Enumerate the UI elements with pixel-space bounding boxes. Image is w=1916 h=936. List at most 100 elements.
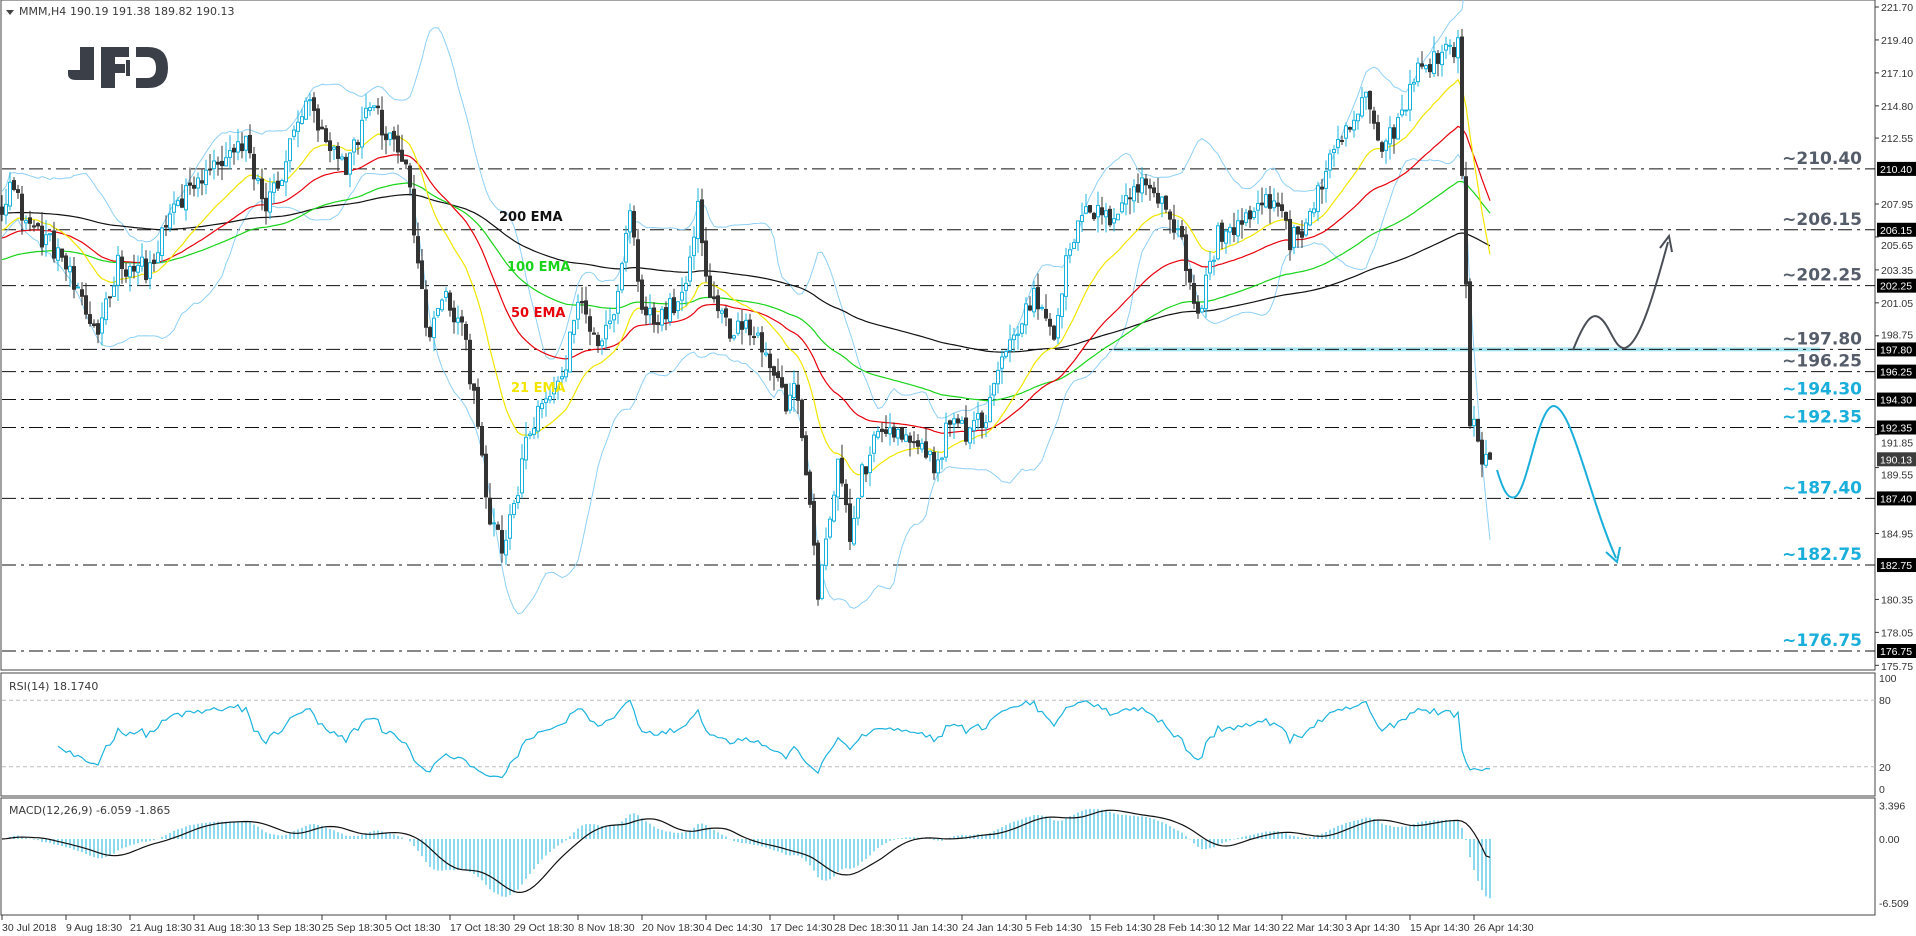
candle-down xyxy=(1296,226,1300,235)
time-tick-label: 5 Oct 18:30 xyxy=(386,922,440,934)
candle-up xyxy=(904,434,908,442)
candle-up xyxy=(352,139,356,153)
candle-down xyxy=(880,428,884,432)
candle-up xyxy=(1352,119,1356,131)
candle-down xyxy=(1220,222,1224,242)
candle-down xyxy=(1044,308,1048,319)
candle-down xyxy=(72,266,76,290)
candle-down xyxy=(716,295,720,312)
level-tag-text: 210.40 xyxy=(1880,164,1912,176)
candle-up xyxy=(824,538,828,566)
candle-down xyxy=(1372,110,1376,124)
candle-up xyxy=(828,518,832,538)
candle-up xyxy=(1360,97,1364,117)
candle-up xyxy=(388,132,392,140)
candle-up xyxy=(1256,202,1260,211)
candle-up xyxy=(832,494,836,522)
candle-up xyxy=(1292,226,1296,248)
level-tag xyxy=(1877,342,1916,357)
candle-down xyxy=(1488,452,1492,460)
candle-up xyxy=(1208,260,1212,274)
candle-up xyxy=(1064,255,1068,297)
candle-down xyxy=(452,307,456,323)
candle-down xyxy=(460,316,464,323)
candle-up xyxy=(744,319,748,329)
time-tick-label: 29 Oct 18:30 xyxy=(514,922,574,934)
candle-up xyxy=(552,388,556,395)
candle-down xyxy=(1180,226,1184,238)
candle-down xyxy=(1284,211,1288,221)
candle-down xyxy=(480,426,484,456)
candle-up xyxy=(128,265,132,278)
collapse-triangle-icon[interactable] xyxy=(6,10,14,15)
candle-down xyxy=(1288,218,1292,251)
candle-up xyxy=(1412,81,1416,85)
candle-up xyxy=(160,227,164,257)
scenario-arrows xyxy=(1496,233,1673,564)
candle-down xyxy=(404,159,408,165)
level-tag xyxy=(1877,222,1916,237)
level-label: ~210.40 xyxy=(1782,149,1862,169)
candle-down xyxy=(596,334,600,347)
candle-up xyxy=(788,394,792,411)
candle-down xyxy=(808,471,812,505)
candle-up xyxy=(68,265,72,273)
candle-down xyxy=(712,296,716,300)
candle-up xyxy=(872,434,876,454)
candle-down xyxy=(108,296,112,299)
candle-up xyxy=(944,422,948,458)
time-tick-label: 22 Mar 14:30 xyxy=(1282,922,1344,934)
candle-up xyxy=(1304,222,1308,236)
candle-down xyxy=(320,126,324,130)
bollinger-bands xyxy=(1,0,1491,615)
candle-up xyxy=(528,433,532,437)
scenario-down-path xyxy=(1496,404,1617,559)
candle-up xyxy=(764,352,768,356)
ema100-label: 100 EMA xyxy=(507,260,571,275)
candle-down xyxy=(180,198,184,208)
candle-up xyxy=(1080,215,1084,223)
candle-up xyxy=(176,200,180,206)
candle-down xyxy=(912,441,916,444)
candle-up xyxy=(196,177,200,189)
candle-up xyxy=(8,181,12,207)
candle-down xyxy=(344,156,348,175)
time-tick-label: 17 Dec 14:30 xyxy=(770,922,833,934)
candle-down xyxy=(424,289,428,328)
candle-up xyxy=(928,450,932,456)
level-label: ~194.30 xyxy=(1782,380,1862,400)
candle-down xyxy=(356,142,360,145)
candle-down xyxy=(164,225,168,228)
candle-down xyxy=(496,524,500,530)
candle-down xyxy=(908,435,912,443)
price-tick-label: 217.10 xyxy=(1881,68,1913,80)
time-tick-label: 9 Aug 18:30 xyxy=(66,922,122,934)
candle-down xyxy=(932,451,936,474)
rsi-tick-label: 100 xyxy=(1879,673,1897,685)
candle-down xyxy=(892,426,896,438)
candle-up xyxy=(668,298,672,322)
candles xyxy=(0,28,1492,606)
candle-up xyxy=(604,324,608,340)
level-tag-text: 192.35 xyxy=(1880,422,1912,434)
ema21-line xyxy=(1,78,1491,476)
candle-up xyxy=(1264,194,1268,208)
candle-down xyxy=(192,184,196,189)
candle-up xyxy=(1056,314,1060,339)
candle-up xyxy=(736,320,740,334)
candle-up xyxy=(720,310,724,314)
chart-header: MMM,H4 190.19 191.38 189.82 190.13 xyxy=(6,5,234,18)
candle-down xyxy=(400,149,404,162)
candle-up xyxy=(988,397,992,423)
candle-up xyxy=(1004,350,1008,357)
candle-up xyxy=(868,454,872,474)
candle-up xyxy=(688,256,692,282)
candle-up xyxy=(960,420,964,424)
candle-down xyxy=(16,189,20,193)
candle-down xyxy=(376,105,380,109)
candle-down xyxy=(760,332,764,353)
candle-up xyxy=(1116,213,1120,221)
price-tick-label: 178.05 xyxy=(1881,627,1913,639)
candle-up xyxy=(360,119,364,148)
